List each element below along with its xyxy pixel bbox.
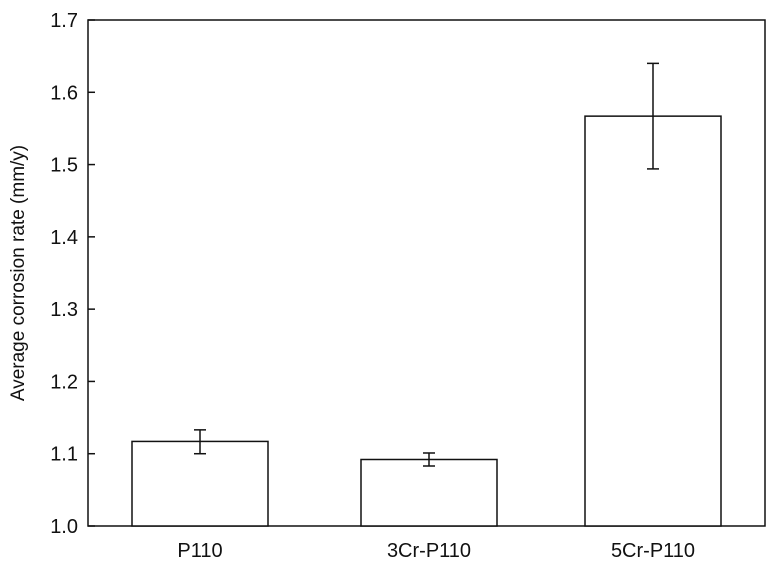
y-tick-label: 1.5	[50, 155, 78, 177]
bar-2	[584, 115, 722, 527]
bar-0	[131, 440, 269, 527]
y-tick-label: 1.2	[50, 371, 78, 393]
y-tick-label: 1.3	[50, 299, 78, 321]
y-tick-label: 1.4	[50, 227, 78, 249]
x-category-label: 5Cr-P110	[611, 540, 695, 562]
y-tick-label: 1.0	[50, 516, 78, 538]
error-bars	[194, 62, 659, 467]
y-tick-label: 1.6	[50, 82, 78, 104]
x-category-label: 3Cr-P110	[387, 540, 471, 562]
plot-area: 1.0 1.1 1.2 1.3 1.4 1.5 1.6 1.7 P110 3Cr-P110 5Cr…	[50, 10, 766, 562]
bars	[131, 115, 722, 527]
y-axis-title: Average corrosion rate (mm/y)	[8, 145, 29, 401]
y-axis: 1.0 1.1 1.2 1.3 1.4 1.5 1.6 1.7	[50, 10, 95, 538]
y-tick-label: 1.7	[50, 10, 78, 32]
y-tick-label: 1.1	[50, 444, 78, 466]
bar-1	[360, 458, 498, 527]
x-category-label: P110	[177, 540, 222, 562]
